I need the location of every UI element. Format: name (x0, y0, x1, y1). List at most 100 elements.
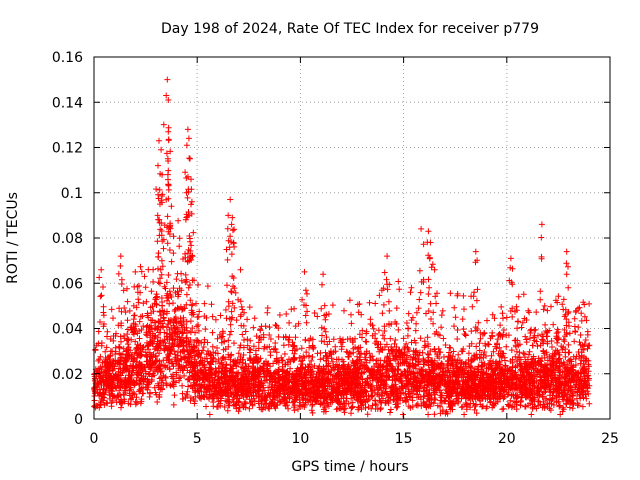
data-point (300, 353, 307, 360)
data-point (387, 335, 394, 342)
data-point (395, 278, 402, 285)
data-point (469, 303, 476, 310)
data-point (358, 311, 365, 318)
data-point (158, 385, 165, 392)
data-points (91, 76, 593, 418)
data-point (364, 411, 371, 418)
data-point (518, 324, 525, 331)
data-point (157, 280, 163, 287)
data-point (266, 332, 273, 338)
data-point (136, 318, 143, 325)
data-point (124, 285, 130, 292)
data-point (209, 329, 216, 336)
data-point (175, 217, 182, 224)
data-point (476, 340, 483, 347)
data-point (554, 299, 561, 306)
data-point (513, 398, 520, 405)
data-point (251, 315, 258, 322)
data-point (556, 403, 563, 410)
data-point (262, 393, 269, 400)
data-point (444, 362, 451, 369)
data-point (237, 342, 244, 349)
data-point (411, 363, 418, 369)
data-point (417, 366, 423, 373)
data-point (168, 294, 175, 300)
data-point (187, 328, 194, 335)
data-point (260, 401, 267, 408)
data-point (124, 317, 131, 324)
data-point (356, 331, 363, 338)
data-point (421, 338, 428, 345)
data-point (481, 330, 488, 337)
data-point (515, 318, 522, 325)
data-point (104, 328, 111, 335)
data-point (348, 410, 354, 417)
data-point (550, 402, 557, 408)
data-point (559, 301, 566, 308)
data-point (228, 316, 235, 323)
data-point (550, 321, 557, 328)
data-point (295, 320, 302, 327)
data-point (392, 337, 399, 343)
data-point (428, 316, 434, 322)
data-point (317, 356, 324, 363)
data-point (451, 304, 458, 311)
data-point (337, 335, 343, 342)
data-point (306, 337, 313, 344)
data-point (293, 346, 300, 353)
data-point (137, 263, 144, 270)
data-point (575, 349, 582, 355)
data-point (459, 316, 466, 323)
data-point (473, 343, 480, 350)
data-point (150, 278, 157, 285)
data-point (139, 313, 146, 320)
data-point (425, 411, 432, 418)
data-point (228, 308, 235, 315)
data-point (170, 300, 176, 307)
data-point (309, 402, 316, 409)
data-point (387, 406, 394, 413)
data-point (372, 300, 379, 307)
data-point (491, 315, 498, 322)
data-point (385, 298, 392, 305)
data-point (542, 388, 549, 395)
data-point (120, 287, 127, 294)
data-point (513, 303, 520, 310)
data-point (546, 400, 553, 407)
data-point (108, 306, 115, 313)
data-point (393, 320, 400, 327)
data-point (181, 372, 188, 379)
data-point (542, 321, 549, 328)
data-point (100, 309, 107, 316)
data-point (558, 374, 565, 381)
data-point (333, 406, 340, 413)
data-point (164, 240, 171, 247)
data-point (193, 300, 199, 307)
data-point (195, 322, 202, 328)
data-point (202, 326, 209, 333)
data-point (223, 315, 230, 322)
data-point (582, 337, 589, 343)
data-point (586, 400, 593, 407)
data-point (143, 353, 150, 359)
data-point (141, 273, 148, 280)
data-point (217, 312, 224, 319)
data-point (566, 349, 573, 356)
data-point (213, 394, 220, 401)
data-point (233, 317, 240, 324)
data-point (503, 314, 510, 321)
data-point (227, 321, 234, 328)
data-point (434, 402, 441, 409)
data-point (176, 243, 183, 250)
data-point (228, 328, 234, 335)
data-point (174, 270, 181, 277)
data-point (193, 323, 200, 330)
data-point (405, 310, 412, 317)
data-point (370, 325, 377, 332)
data-point (240, 352, 247, 358)
data-point (507, 397, 514, 404)
data-point (503, 343, 510, 350)
data-point (126, 307, 133, 314)
data-point (566, 404, 573, 411)
data-point (244, 342, 251, 349)
